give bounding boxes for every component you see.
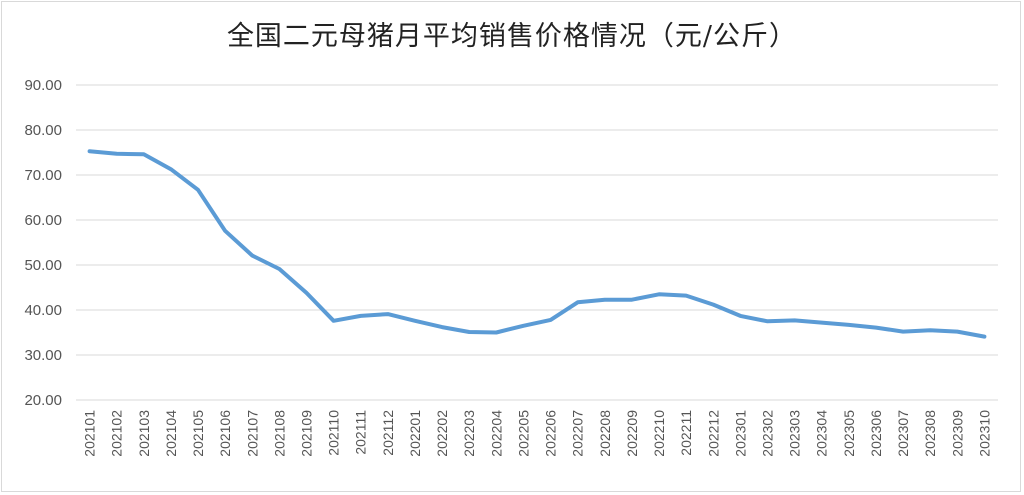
y-tick-label: 30.00 xyxy=(24,347,62,364)
gridlines xyxy=(76,84,998,401)
x-tick-label: 202111 xyxy=(353,410,369,455)
y-tick-label: 50.00 xyxy=(24,257,62,274)
x-tick-label: 202209 xyxy=(624,410,640,457)
x-tick-label: 202105 xyxy=(190,410,206,457)
x-tick-label: 202106 xyxy=(217,410,233,457)
y-tick-label: 60.00 xyxy=(24,212,62,229)
x-tick-label: 202109 xyxy=(299,410,315,457)
x-axis-ticks: 202101 202102 202103 202104 202105 202106 2021… xyxy=(82,410,993,457)
x-tick-label: 202309 xyxy=(949,410,965,457)
x-tick-label: 202304 xyxy=(814,410,830,457)
series-line xyxy=(87,149,987,339)
x-tick-label: 202305 xyxy=(841,410,857,457)
x-tick-label: 202103 xyxy=(136,410,152,457)
x-tick-label: 202208 xyxy=(597,410,613,457)
x-tick-label: 202104 xyxy=(163,410,179,457)
x-tick-label: 202202 xyxy=(434,410,450,457)
x-tick-label: 202301 xyxy=(732,410,748,457)
x-tick-label: 202112 xyxy=(380,410,396,456)
x-tick-label: 202303 xyxy=(787,410,803,457)
x-tick-label: 202306 xyxy=(868,410,884,457)
y-tick-label: 90.00 xyxy=(24,77,62,94)
x-tick-label: 202308 xyxy=(922,410,938,457)
y-tick-label: 40.00 xyxy=(24,302,62,319)
x-tick-label: 202101 xyxy=(82,410,98,457)
y-tick-label: 20.00 xyxy=(24,392,62,409)
x-tick-label: 202204 xyxy=(488,410,504,457)
x-tick-label: 202201 xyxy=(407,410,423,457)
chart-title: 全国二元母猪月平均销售价格情况（元/公斤） xyxy=(226,21,798,52)
x-tick-label: 202206 xyxy=(543,410,559,457)
y-axis-ticks: 20.00 30.00 40.00 50.00 60.00 70.00 80.00 90.00 xyxy=(24,77,62,409)
x-tick-label: 202302 xyxy=(760,410,776,457)
y-tick-label: 70.00 xyxy=(24,167,62,184)
x-tick-label: 202205 xyxy=(515,410,531,457)
x-tick-label: 202207 xyxy=(570,410,586,457)
x-tick-label: 202203 xyxy=(461,410,477,457)
x-tick-label: 202210 xyxy=(651,410,667,457)
x-tick-label: 202108 xyxy=(271,410,287,457)
x-tick-label: 202211 xyxy=(678,410,694,456)
x-tick-label: 202307 xyxy=(895,410,911,457)
x-tick-label: 202107 xyxy=(244,410,260,457)
x-tick-label: 202212 xyxy=(705,410,721,457)
y-tick-label: 80.00 xyxy=(24,122,62,139)
x-tick-label: 202310 xyxy=(976,410,992,457)
x-tick-label: 202102 xyxy=(109,410,125,457)
x-tick-label: 202110 xyxy=(326,410,342,456)
